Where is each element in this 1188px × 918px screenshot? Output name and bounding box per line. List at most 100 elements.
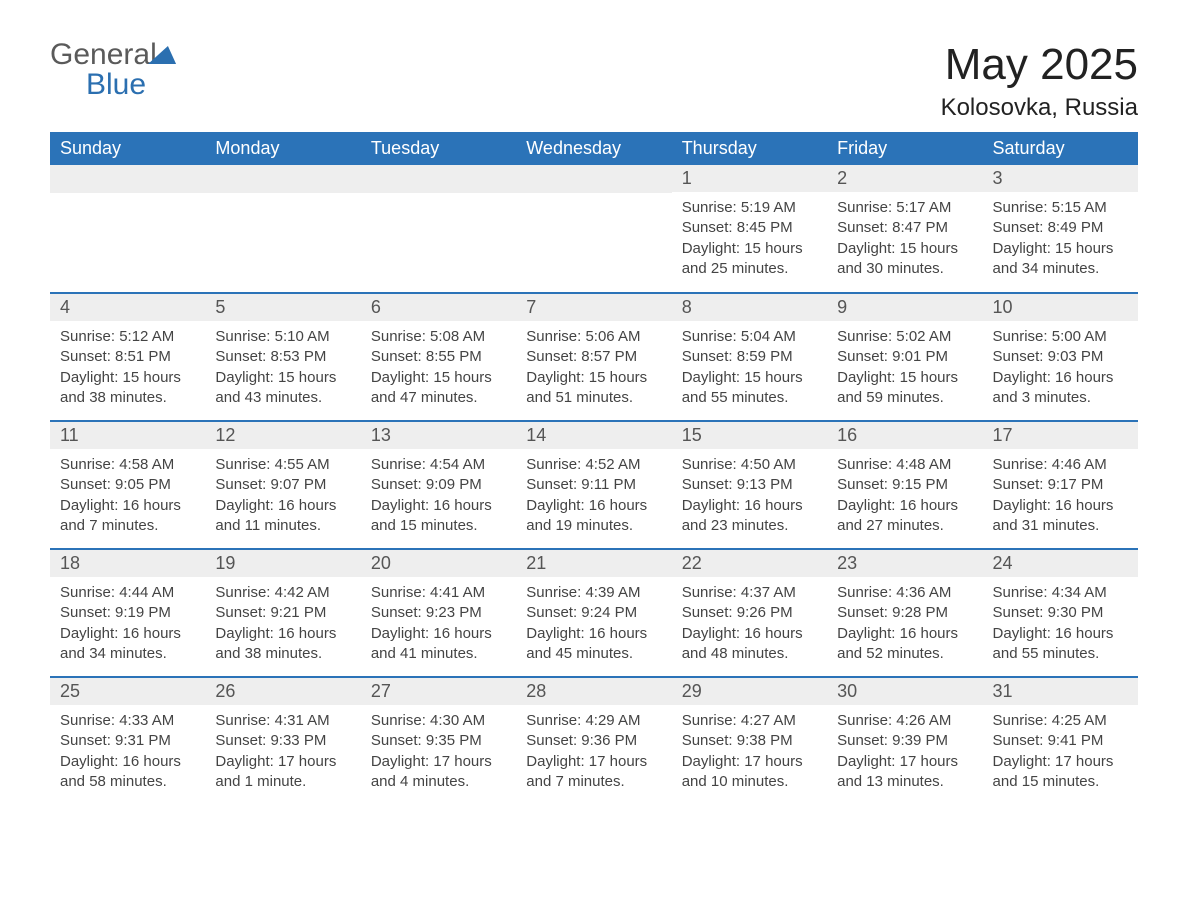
sunrise-line: Sunrise: 4:30 AM [371, 712, 485, 729]
calendar-week-row: 4Sunrise: 5:12 AMSunset: 8:51 PMDaylight… [50, 293, 1138, 421]
calendar-day-cell [516, 165, 671, 293]
day-info: Sunrise: 5:17 AMSunset: 8:47 PMDaylight:… [827, 192, 982, 287]
sunrise-line: Sunrise: 5:17 AM [837, 199, 951, 216]
day-number: 16 [827, 422, 982, 449]
day-info: Sunrise: 4:50 AMSunset: 9:13 PMDaylight:… [672, 449, 827, 544]
day-number: 2 [827, 165, 982, 192]
sunset-line: Sunset: 9:35 PM [371, 732, 482, 749]
daylight-line: Daylight: 16 hours and 34 minutes. [60, 625, 181, 662]
daylight-line: Daylight: 15 hours and 55 minutes. [682, 369, 803, 406]
sunset-line: Sunset: 9:13 PM [682, 476, 793, 493]
daylight-line: Daylight: 16 hours and 19 minutes. [526, 497, 647, 534]
day-number: 28 [516, 678, 671, 705]
day-number: 26 [205, 678, 360, 705]
sunset-line: Sunset: 8:53 PM [215, 348, 326, 365]
day-number-empty [50, 165, 205, 193]
day-body-empty [361, 193, 516, 263]
day-info: Sunrise: 4:54 AMSunset: 9:09 PMDaylight:… [361, 449, 516, 544]
sunrise-line: Sunrise: 4:25 AM [993, 712, 1107, 729]
calendar-day-cell: 17Sunrise: 4:46 AMSunset: 9:17 PMDayligh… [983, 421, 1138, 549]
sunset-line: Sunset: 9:19 PM [60, 604, 171, 621]
sunset-line: Sunset: 9:05 PM [60, 476, 171, 493]
daylight-line: Daylight: 15 hours and 30 minutes. [837, 240, 958, 277]
daylight-line: Daylight: 15 hours and 47 minutes. [371, 369, 492, 406]
day-info: Sunrise: 5:02 AMSunset: 9:01 PMDaylight:… [827, 321, 982, 416]
calendar-day-cell [50, 165, 205, 293]
daylight-line: Daylight: 17 hours and 15 minutes. [993, 753, 1114, 790]
sunset-line: Sunset: 8:49 PM [993, 219, 1104, 236]
daylight-line: Daylight: 15 hours and 43 minutes. [215, 369, 336, 406]
daylight-line: Daylight: 16 hours and 31 minutes. [993, 497, 1114, 534]
calendar-day-cell: 23Sunrise: 4:36 AMSunset: 9:28 PMDayligh… [827, 549, 982, 677]
day-number: 21 [516, 550, 671, 577]
calendar-day-cell: 19Sunrise: 4:42 AMSunset: 9:21 PMDayligh… [205, 549, 360, 677]
day-info: Sunrise: 4:25 AMSunset: 9:41 PMDaylight:… [983, 705, 1138, 800]
daylight-line: Daylight: 16 hours and 38 minutes. [215, 625, 336, 662]
sunset-line: Sunset: 9:03 PM [993, 348, 1104, 365]
day-number: 14 [516, 422, 671, 449]
day-number: 9 [827, 294, 982, 321]
calendar-day-cell: 13Sunrise: 4:54 AMSunset: 9:09 PMDayligh… [361, 421, 516, 549]
calendar-day-cell [205, 165, 360, 293]
calendar-day-cell: 7Sunrise: 5:06 AMSunset: 8:57 PMDaylight… [516, 293, 671, 421]
sunset-line: Sunset: 9:23 PM [371, 604, 482, 621]
calendar-day-cell: 3Sunrise: 5:15 AMSunset: 8:49 PMDaylight… [983, 165, 1138, 293]
brand-logo: General Blue [50, 40, 179, 100]
calendar-day-cell: 21Sunrise: 4:39 AMSunset: 9:24 PMDayligh… [516, 549, 671, 677]
sunset-line: Sunset: 9:39 PM [837, 732, 948, 749]
day-number-empty [205, 165, 360, 193]
sunrise-line: Sunrise: 4:46 AM [993, 456, 1107, 473]
calendar-day-cell: 16Sunrise: 4:48 AMSunset: 9:15 PMDayligh… [827, 421, 982, 549]
day-info: Sunrise: 4:30 AMSunset: 9:35 PMDaylight:… [361, 705, 516, 800]
sunset-line: Sunset: 9:36 PM [526, 732, 637, 749]
day-info: Sunrise: 4:39 AMSunset: 9:24 PMDaylight:… [516, 577, 671, 672]
day-info: Sunrise: 5:06 AMSunset: 8:57 PMDaylight:… [516, 321, 671, 416]
calendar-header-row: SundayMondayTuesdayWednesdayThursdayFrid… [50, 132, 1138, 165]
calendar-day-cell [361, 165, 516, 293]
day-number: 24 [983, 550, 1138, 577]
day-body-empty [50, 193, 205, 263]
day-number: 10 [983, 294, 1138, 321]
daylight-line: Daylight: 16 hours and 58 minutes. [60, 753, 181, 790]
calendar-week-row: 18Sunrise: 4:44 AMSunset: 9:19 PMDayligh… [50, 549, 1138, 677]
sunset-line: Sunset: 9:21 PM [215, 604, 326, 621]
calendar-day-cell: 29Sunrise: 4:27 AMSunset: 9:38 PMDayligh… [672, 677, 827, 805]
day-number: 7 [516, 294, 671, 321]
sunset-line: Sunset: 9:28 PM [837, 604, 948, 621]
sunrise-line: Sunrise: 4:44 AM [60, 584, 174, 601]
sunrise-line: Sunrise: 5:08 AM [371, 328, 485, 345]
sunrise-line: Sunrise: 4:27 AM [682, 712, 796, 729]
day-info: Sunrise: 5:12 AMSunset: 8:51 PMDaylight:… [50, 321, 205, 416]
day-number: 30 [827, 678, 982, 705]
calendar-day-cell: 10Sunrise: 5:00 AMSunset: 9:03 PMDayligh… [983, 293, 1138, 421]
day-info: Sunrise: 4:36 AMSunset: 9:28 PMDaylight:… [827, 577, 982, 672]
sunset-line: Sunset: 8:45 PM [682, 219, 793, 236]
calendar-day-cell: 8Sunrise: 5:04 AMSunset: 8:59 PMDaylight… [672, 293, 827, 421]
daylight-line: Daylight: 16 hours and 11 minutes. [215, 497, 336, 534]
day-info: Sunrise: 5:08 AMSunset: 8:55 PMDaylight:… [361, 321, 516, 416]
sunset-line: Sunset: 9:38 PM [682, 732, 793, 749]
sunset-line: Sunset: 8:59 PM [682, 348, 793, 365]
day-number: 31 [983, 678, 1138, 705]
daylight-line: Daylight: 16 hours and 41 minutes. [371, 625, 492, 662]
day-info: Sunrise: 4:34 AMSunset: 9:30 PMDaylight:… [983, 577, 1138, 672]
calendar-day-cell: 27Sunrise: 4:30 AMSunset: 9:35 PMDayligh… [361, 677, 516, 805]
daylight-line: Daylight: 15 hours and 34 minutes. [993, 240, 1114, 277]
sunset-line: Sunset: 9:01 PM [837, 348, 948, 365]
weekday-header: Friday [827, 132, 982, 165]
brand-text: General Blue [50, 40, 179, 100]
calendar-day-cell: 26Sunrise: 4:31 AMSunset: 9:33 PMDayligh… [205, 677, 360, 805]
calendar-week-row: 11Sunrise: 4:58 AMSunset: 9:05 PMDayligh… [50, 421, 1138, 549]
daylight-line: Daylight: 15 hours and 25 minutes. [682, 240, 803, 277]
sunrise-line: Sunrise: 4:41 AM [371, 584, 485, 601]
day-info: Sunrise: 4:48 AMSunset: 9:15 PMDaylight:… [827, 449, 982, 544]
header: General Blue May 2025 Kolosovka, Russia [50, 40, 1138, 122]
day-body-empty [205, 193, 360, 263]
weekday-header: Saturday [983, 132, 1138, 165]
sunrise-line: Sunrise: 5:15 AM [993, 199, 1107, 216]
calendar-day-cell: 14Sunrise: 4:52 AMSunset: 9:11 PMDayligh… [516, 421, 671, 549]
sunset-line: Sunset: 9:07 PM [215, 476, 326, 493]
sunrise-line: Sunrise: 4:54 AM [371, 456, 485, 473]
calendar-day-cell: 9Sunrise: 5:02 AMSunset: 9:01 PMDaylight… [827, 293, 982, 421]
sunrise-line: Sunrise: 5:00 AM [993, 328, 1107, 345]
